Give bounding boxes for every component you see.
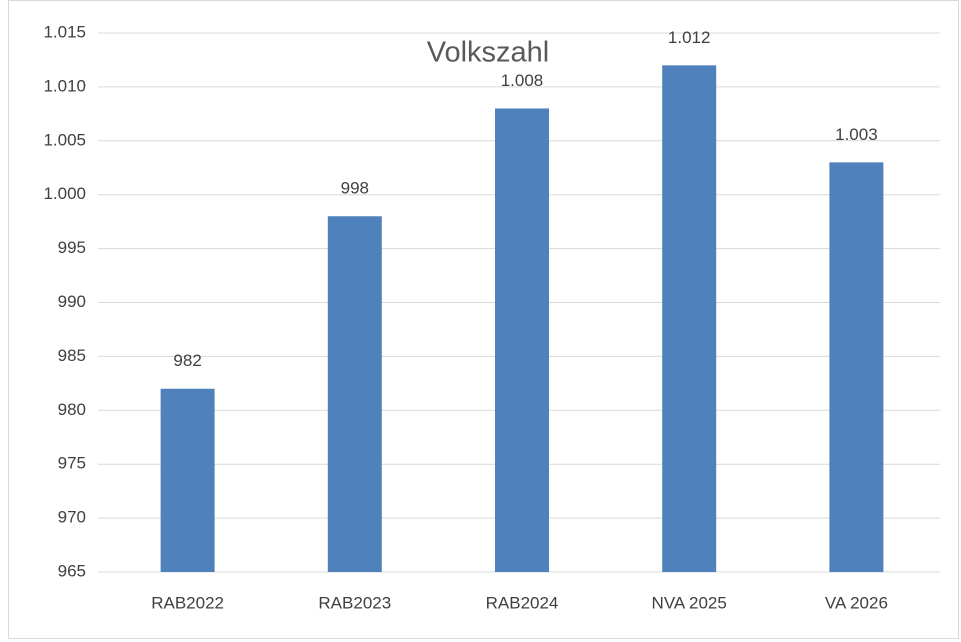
- data-label: 1.012: [668, 28, 711, 47]
- y-tick-label: 975: [58, 454, 86, 473]
- y-tick-label: 970: [58, 508, 86, 527]
- x-tick-label: RAB2024: [486, 593, 559, 612]
- x-tick-label: VA 2026: [825, 593, 888, 612]
- data-label: 1.008: [501, 71, 544, 90]
- y-tick-label: 1.000: [43, 184, 86, 203]
- x-tick-label: RAB2022: [151, 593, 224, 612]
- data-label: 982: [173, 351, 201, 370]
- y-tick-label: 1.010: [43, 76, 86, 95]
- bar: [829, 162, 884, 573]
- y-tick-label: 1.005: [43, 130, 86, 149]
- y-tick-label: 990: [58, 292, 86, 311]
- y-tick-label: 980: [58, 400, 86, 419]
- y-tick-label: 985: [58, 346, 86, 365]
- bar: [160, 388, 215, 572]
- chart-border: [8, 0, 959, 639]
- bar: [495, 108, 549, 573]
- chart-title: Volkszahl: [427, 37, 550, 69]
- x-tick-label: RAB2023: [318, 593, 391, 612]
- x-tick-label: NVA 2025: [652, 593, 727, 612]
- bar: [662, 65, 717, 572]
- y-tick-label: 995: [58, 238, 86, 257]
- data-label: 1.003: [835, 125, 878, 144]
- bar: [327, 216, 382, 572]
- y-tick-label: 965: [58, 561, 86, 580]
- y-tick-label: 1.015: [43, 22, 86, 41]
- data-label: 998: [341, 179, 369, 198]
